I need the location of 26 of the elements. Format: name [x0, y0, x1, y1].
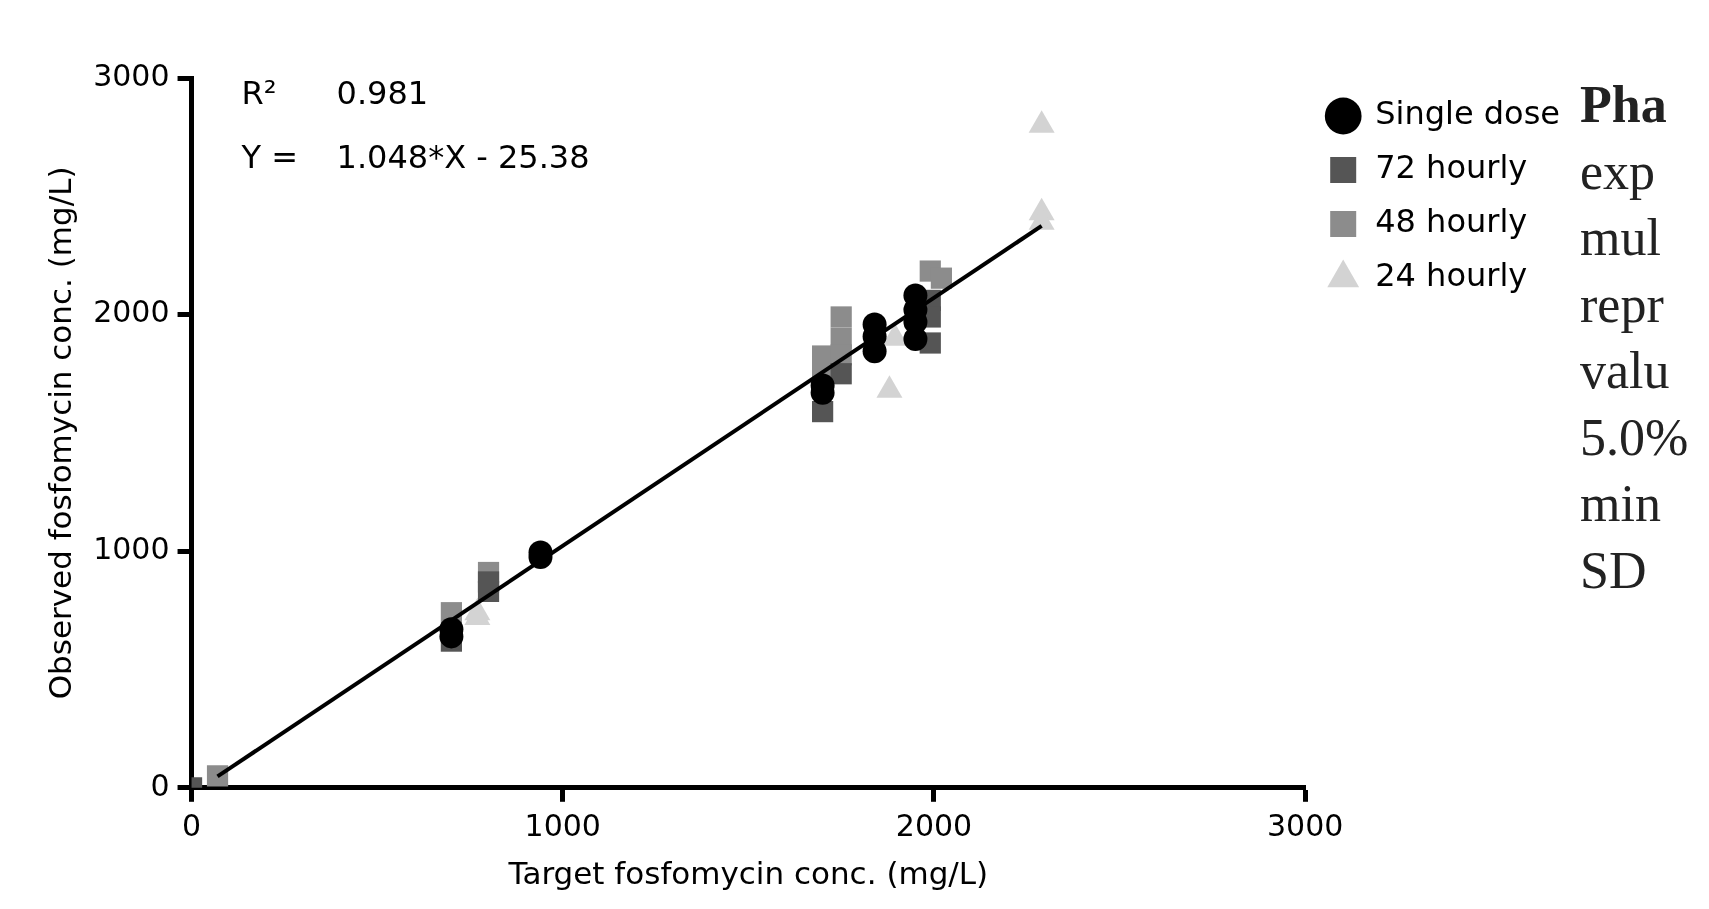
annotation: 1.048*X - 25.38: [336, 138, 590, 177]
legend-label: Single dose: [1375, 94, 1560, 133]
annotation: Y =: [240, 138, 299, 177]
x-tick-label: 1000: [524, 807, 601, 843]
text: repr: [1580, 274, 1665, 335]
annotation: R²: [241, 74, 277, 113]
legend-label: 24 hourly: [1375, 256, 1528, 295]
legend-label: 72 hourly: [1375, 148, 1528, 187]
x-tick-label: 2000: [895, 807, 973, 843]
y-tick-label: 0: [150, 767, 170, 803]
annotation: 0.981: [336, 74, 429, 113]
x-tick-label: 3000: [1267, 807, 1344, 843]
y-axis-title: Observed fosfomycin conc. (mg/L): [41, 166, 78, 700]
text: SD: [1580, 540, 1648, 601]
x-axis-title: Target fosfomycin conc. (mg/L): [507, 855, 989, 892]
text: valu: [1580, 341, 1671, 401]
text: exp: [1580, 141, 1657, 202]
y-tick-label: 1000: [93, 531, 170, 566]
y-tick-label: 3000: [93, 57, 170, 93]
text: 5.0%: [1580, 407, 1690, 468]
text: min: [1580, 474, 1662, 534]
text: mul: [1580, 208, 1662, 268]
y-tick-label: 2000: [93, 294, 170, 330]
legend-label: 48 hourly: [1375, 202, 1528, 241]
x-tick-label: 0: [182, 807, 202, 843]
text: Pha: [1580, 75, 1668, 135]
